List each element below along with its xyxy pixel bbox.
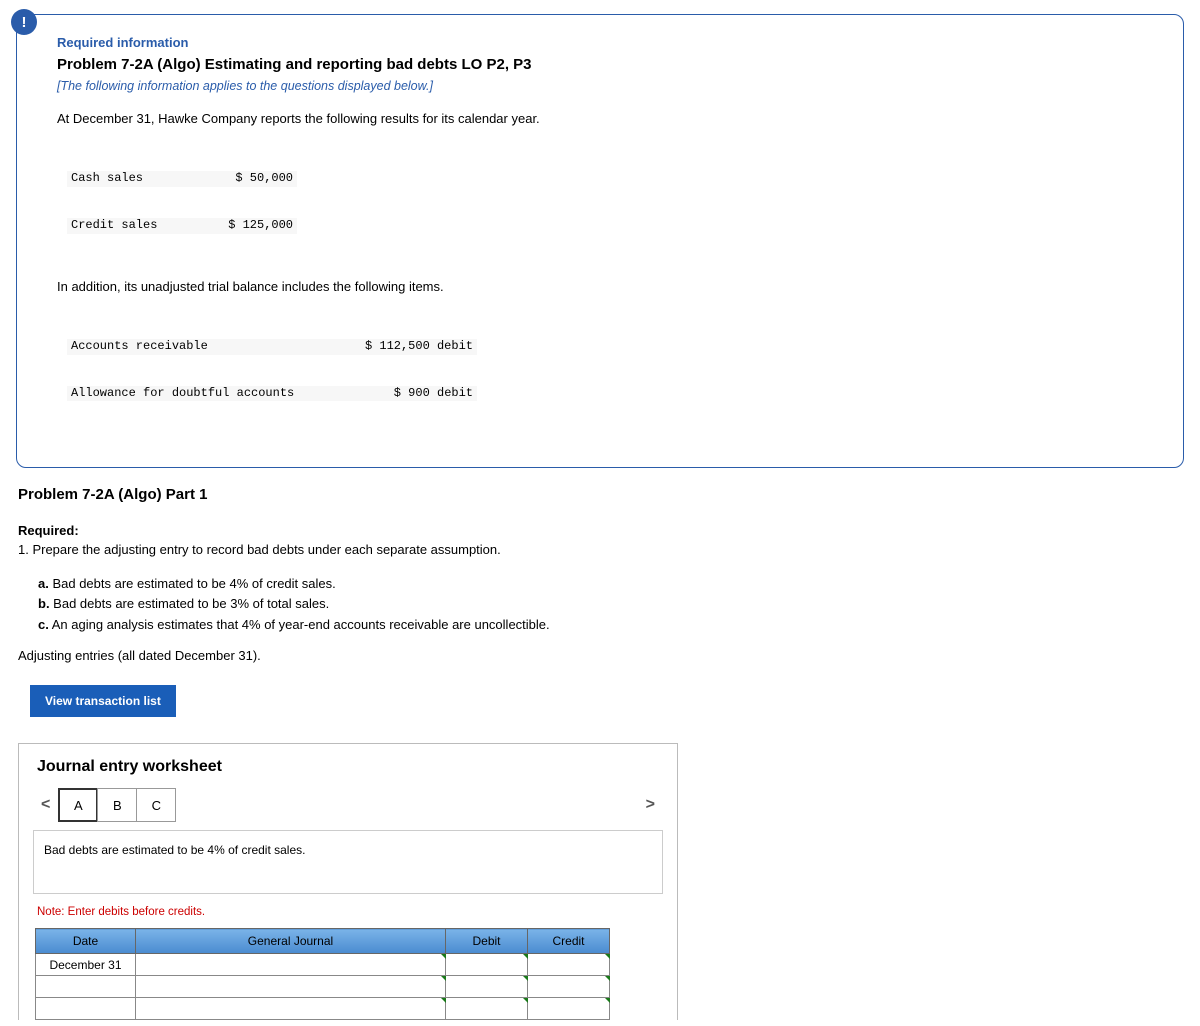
general-journal-cell[interactable] bbox=[136, 976, 446, 998]
applies-note: [The following information applies to th… bbox=[57, 79, 1153, 93]
sales-table: Cash sales$ 50,000 Credit sales$ 125,000 bbox=[67, 140, 1153, 265]
chevron-left-icon[interactable]: < bbox=[33, 796, 58, 814]
debit-cell[interactable] bbox=[446, 954, 528, 976]
worksheet-title: Journal entry worksheet bbox=[37, 758, 677, 776]
required-section: Required: 1. Prepare the adjusting entry… bbox=[18, 521, 1194, 560]
adjusting-entries-line: Adjusting entries (all dated December 31… bbox=[18, 648, 1194, 663]
tb-row-value: $ 900 debit bbox=[327, 386, 477, 402]
list-letter: c. bbox=[38, 617, 49, 632]
journal-entry-worksheet: Journal entry worksheet < A B C > Bad de… bbox=[18, 743, 678, 1020]
header-date: Date bbox=[36, 929, 136, 954]
sales-row-value: $ 125,000 bbox=[217, 218, 297, 234]
tab-c[interactable]: C bbox=[136, 788, 176, 822]
trial-balance-table: Accounts receivable$ 112,500 debit Allow… bbox=[67, 308, 1153, 433]
debit-cell[interactable] bbox=[446, 998, 528, 1020]
tab-a[interactable]: A bbox=[58, 788, 98, 822]
header-general-journal: General Journal bbox=[136, 929, 446, 954]
table-row bbox=[36, 998, 610, 1020]
tb-row-label: Accounts receivable bbox=[67, 339, 327, 355]
assumptions-list: a. Bad debts are estimated to be 4% of c… bbox=[38, 574, 1194, 635]
intro-text-2: In addition, its unadjusted trial balanc… bbox=[57, 279, 1153, 294]
table-row: December 31 bbox=[36, 954, 610, 976]
list-text: Bad debts are estimated to be 3% of tota… bbox=[50, 596, 330, 611]
info-badge-icon: ! bbox=[11, 9, 37, 35]
problem-title: Problem 7-2A (Algo) Estimating and repor… bbox=[57, 56, 1153, 73]
debit-cell[interactable] bbox=[446, 976, 528, 998]
tab-b[interactable]: B bbox=[97, 788, 137, 822]
worksheet-note: Note: Enter debits before credits. bbox=[37, 906, 677, 918]
tb-row-value: $ 112,500 debit bbox=[327, 339, 477, 355]
required-info-label: Required information bbox=[57, 35, 1153, 50]
credit-cell[interactable] bbox=[528, 998, 610, 1020]
date-cell[interactable] bbox=[36, 998, 136, 1020]
journal-entry-table: Date General Journal Debit Credit Decemb… bbox=[35, 928, 610, 1020]
part-title: Problem 7-2A (Algo) Part 1 bbox=[18, 486, 1194, 503]
list-letter: a. bbox=[38, 576, 49, 591]
table-header-row: Date General Journal Debit Credit bbox=[36, 929, 610, 954]
table-row bbox=[36, 976, 610, 998]
header-credit: Credit bbox=[528, 929, 610, 954]
header-debit: Debit bbox=[446, 929, 528, 954]
worksheet-instruction: Bad debts are estimated to be 4% of cred… bbox=[33, 830, 663, 894]
tb-row-label: Allowance for doubtful accounts bbox=[67, 386, 327, 402]
view-transaction-list-button[interactable]: View transaction list bbox=[30, 685, 176, 717]
tabs: A B C bbox=[58, 788, 637, 822]
required-heading: Required: bbox=[18, 523, 79, 538]
date-cell[interactable] bbox=[36, 976, 136, 998]
credit-cell[interactable] bbox=[528, 976, 610, 998]
required-info-box: ! Required information Problem 7-2A (Alg… bbox=[16, 14, 1184, 468]
required-line: 1. Prepare the adjusting entry to record… bbox=[18, 542, 501, 557]
chevron-right-icon[interactable]: > bbox=[638, 796, 663, 814]
intro-text-1: At December 31, Hawke Company reports th… bbox=[57, 111, 1153, 126]
list-text: Bad debts are estimated to be 4% of cred… bbox=[49, 576, 336, 591]
general-journal-cell[interactable] bbox=[136, 998, 446, 1020]
date-cell[interactable]: December 31 bbox=[36, 954, 136, 976]
general-journal-cell[interactable] bbox=[136, 954, 446, 976]
tab-row: < A B C > bbox=[33, 788, 663, 822]
sales-row-label: Credit sales bbox=[67, 218, 217, 234]
sales-row-label: Cash sales bbox=[67, 171, 217, 187]
list-letter: b. bbox=[38, 596, 50, 611]
sales-row-value: $ 50,000 bbox=[217, 171, 297, 187]
credit-cell[interactable] bbox=[528, 954, 610, 976]
list-text: An aging analysis estimates that 4% of y… bbox=[49, 617, 550, 632]
